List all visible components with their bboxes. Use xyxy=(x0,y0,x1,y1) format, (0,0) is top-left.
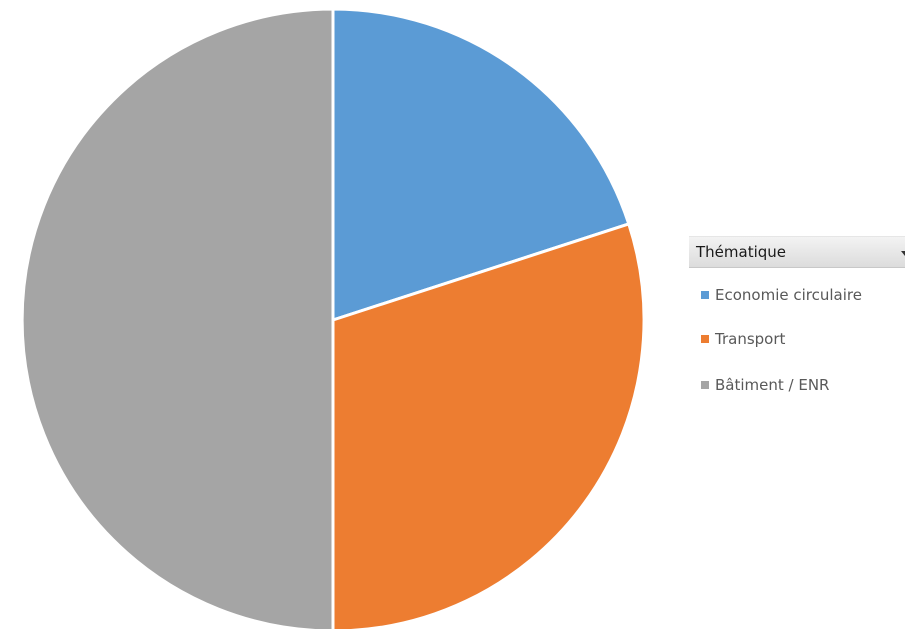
dropdown-arrow-icon[interactable] xyxy=(901,251,905,256)
legend-label: Transport xyxy=(715,330,786,348)
legend-header-label: Thématique xyxy=(696,243,787,261)
legend-swatch-economie-circulaire xyxy=(701,291,709,299)
legend-label: Economie circulaire xyxy=(715,286,862,304)
legend-swatch-batiment-enr xyxy=(701,381,709,389)
pie-slice-transport[interactable] xyxy=(331,222,646,629)
legend-filter-header[interactable]: Thématique xyxy=(689,236,905,268)
legend-label: Bâtiment / ENR xyxy=(715,376,830,394)
pie-slice-batiment-enr[interactable] xyxy=(20,7,335,629)
pie-slice-economie-circulaire[interactable] xyxy=(331,7,631,322)
chart-legend: Thématique Economie circulaire Transport… xyxy=(689,236,905,406)
legend-swatch-transport xyxy=(701,335,709,343)
pie-slices xyxy=(20,7,646,629)
